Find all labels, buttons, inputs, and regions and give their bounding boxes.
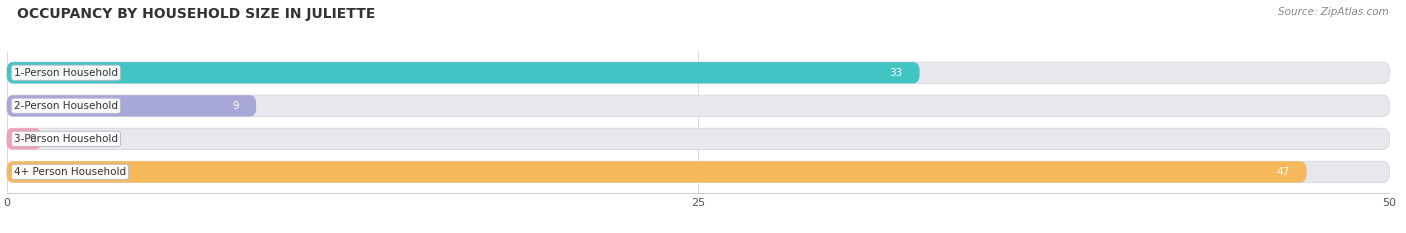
Text: 47: 47 bbox=[1277, 167, 1289, 177]
FancyBboxPatch shape bbox=[7, 62, 1389, 83]
FancyBboxPatch shape bbox=[7, 95, 256, 116]
Text: 33: 33 bbox=[890, 68, 903, 78]
FancyBboxPatch shape bbox=[7, 62, 920, 83]
FancyBboxPatch shape bbox=[7, 161, 1306, 182]
Text: 9: 9 bbox=[232, 101, 239, 111]
Text: 2-Person Household: 2-Person Household bbox=[14, 101, 118, 111]
Text: 1-Person Household: 1-Person Household bbox=[14, 68, 118, 78]
Text: 3-Person Household: 3-Person Household bbox=[14, 134, 118, 144]
Text: OCCUPANCY BY HOUSEHOLD SIZE IN JULIETTE: OCCUPANCY BY HOUSEHOLD SIZE IN JULIETTE bbox=[17, 7, 375, 21]
Text: 4+ Person Household: 4+ Person Household bbox=[14, 167, 127, 177]
Text: 0: 0 bbox=[30, 134, 35, 144]
FancyBboxPatch shape bbox=[7, 95, 1389, 116]
FancyBboxPatch shape bbox=[7, 128, 41, 150]
Text: Source: ZipAtlas.com: Source: ZipAtlas.com bbox=[1278, 7, 1389, 17]
FancyBboxPatch shape bbox=[7, 161, 1389, 182]
FancyBboxPatch shape bbox=[7, 128, 1389, 150]
